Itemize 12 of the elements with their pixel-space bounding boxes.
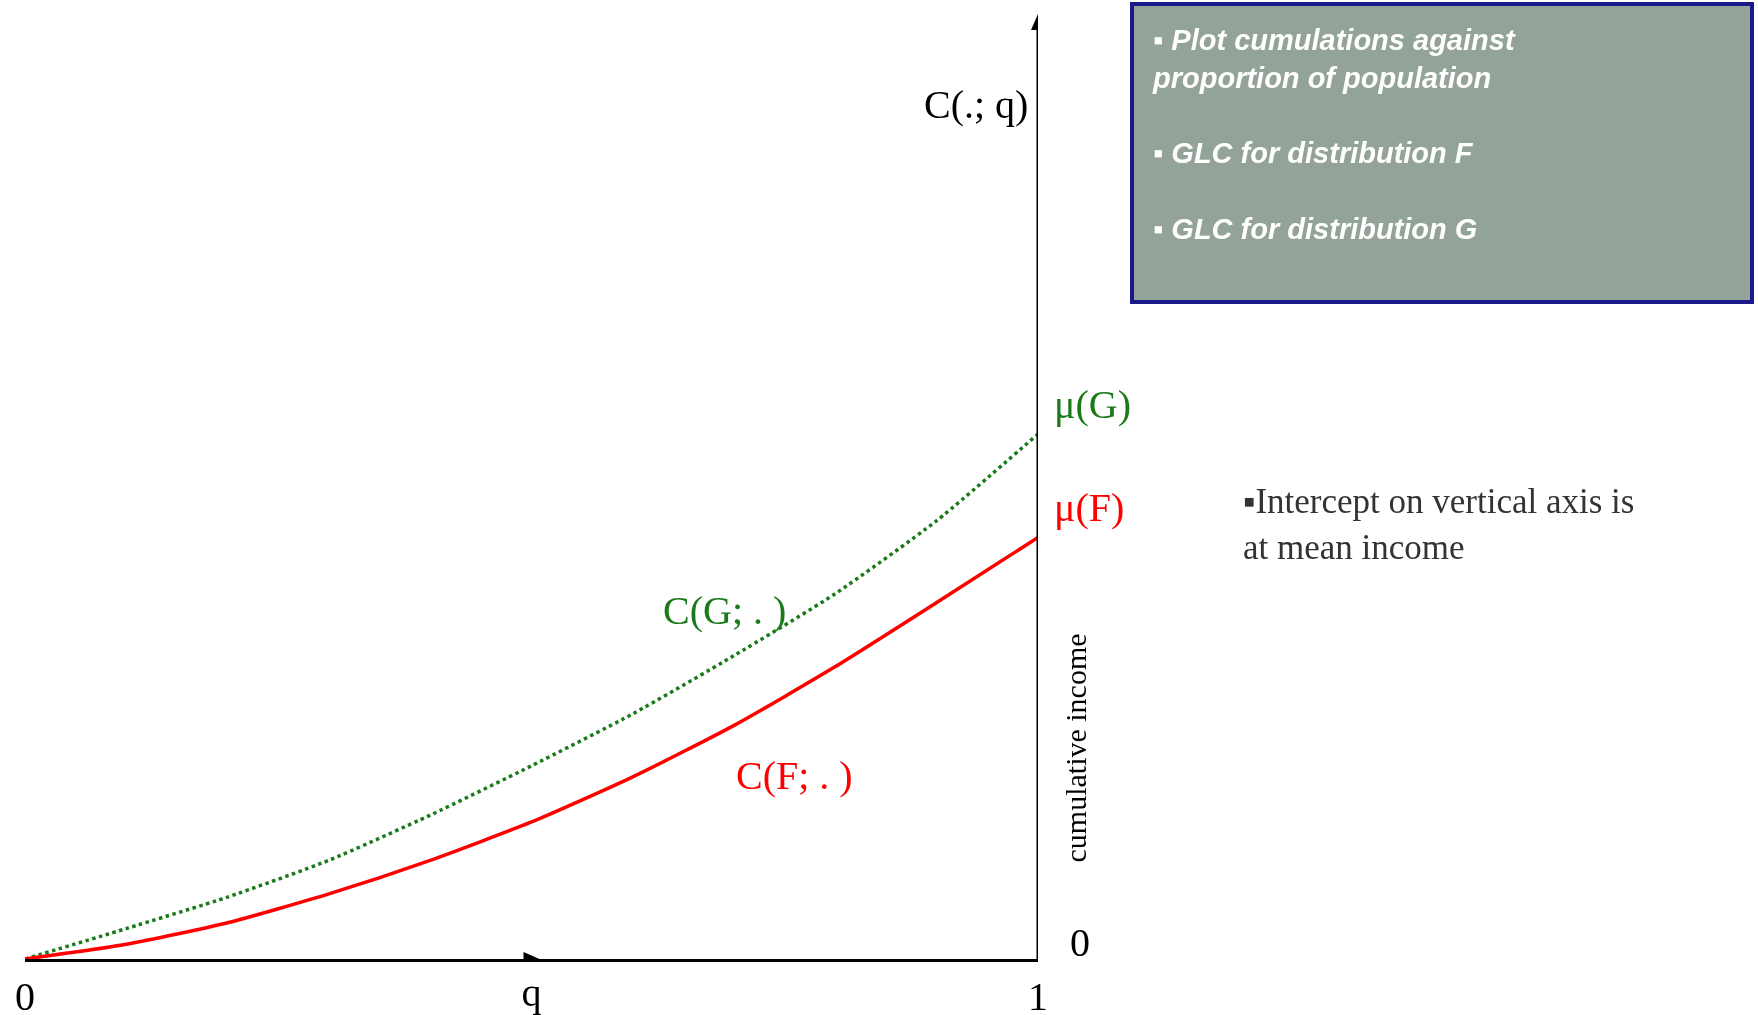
x-tick-label: 1 xyxy=(1028,974,1048,1015)
text: 0 xyxy=(1070,920,1090,965)
text: cumulative income xyxy=(1058,633,1092,863)
text: ▪ GLC for distribution G xyxy=(1153,212,1478,245)
annotation: μ(F) xyxy=(1054,485,1125,530)
text: ▪ Plot cumulations against proportion of population xyxy=(1152,24,1516,94)
text: ▪ GLC for distribution F xyxy=(1153,137,1474,170)
text: C(.; q) xyxy=(924,82,1029,127)
x-axis-title: q xyxy=(521,970,542,1015)
text: ▪Intercept on vertical axis is at mean income xyxy=(1243,482,1635,567)
annotation: μ(G) xyxy=(1054,382,1131,427)
series-label: C(F; . ) xyxy=(736,753,853,798)
